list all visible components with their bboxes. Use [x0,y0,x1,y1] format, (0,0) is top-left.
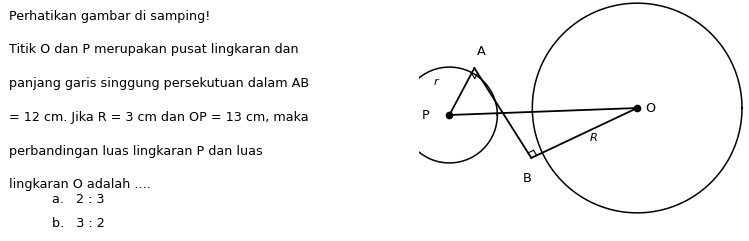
Text: O: O [645,101,655,114]
Text: Titik O dan P merupakan pusat lingkaran dan: Titik O dan P merupakan pusat lingkaran … [9,43,298,56]
Text: P: P [422,108,429,121]
Text: perbandingan luas lingkaran P dan luas: perbandingan luas lingkaran P dan luas [9,145,262,158]
Text: a.   2 : 3: a. 2 : 3 [52,193,105,206]
Text: r: r [434,77,438,87]
Text: R: R [589,133,597,143]
Text: B: B [523,172,532,185]
Text: lingkaran O adalah ....: lingkaran O adalah .... [9,178,151,191]
Text: A: A [477,45,486,58]
Text: panjang garis singgung persekutuan dalam AB: panjang garis singgung persekutuan dalam… [9,77,309,90]
Text: Perhatikan gambar di samping!: Perhatikan gambar di samping! [9,10,210,23]
Text: = 12 cm. Jika R = 3 cm dan OP = 13 cm, maka: = 12 cm. Jika R = 3 cm dan OP = 13 cm, m… [9,111,309,124]
Text: b.   3 : 2: b. 3 : 2 [52,217,105,230]
